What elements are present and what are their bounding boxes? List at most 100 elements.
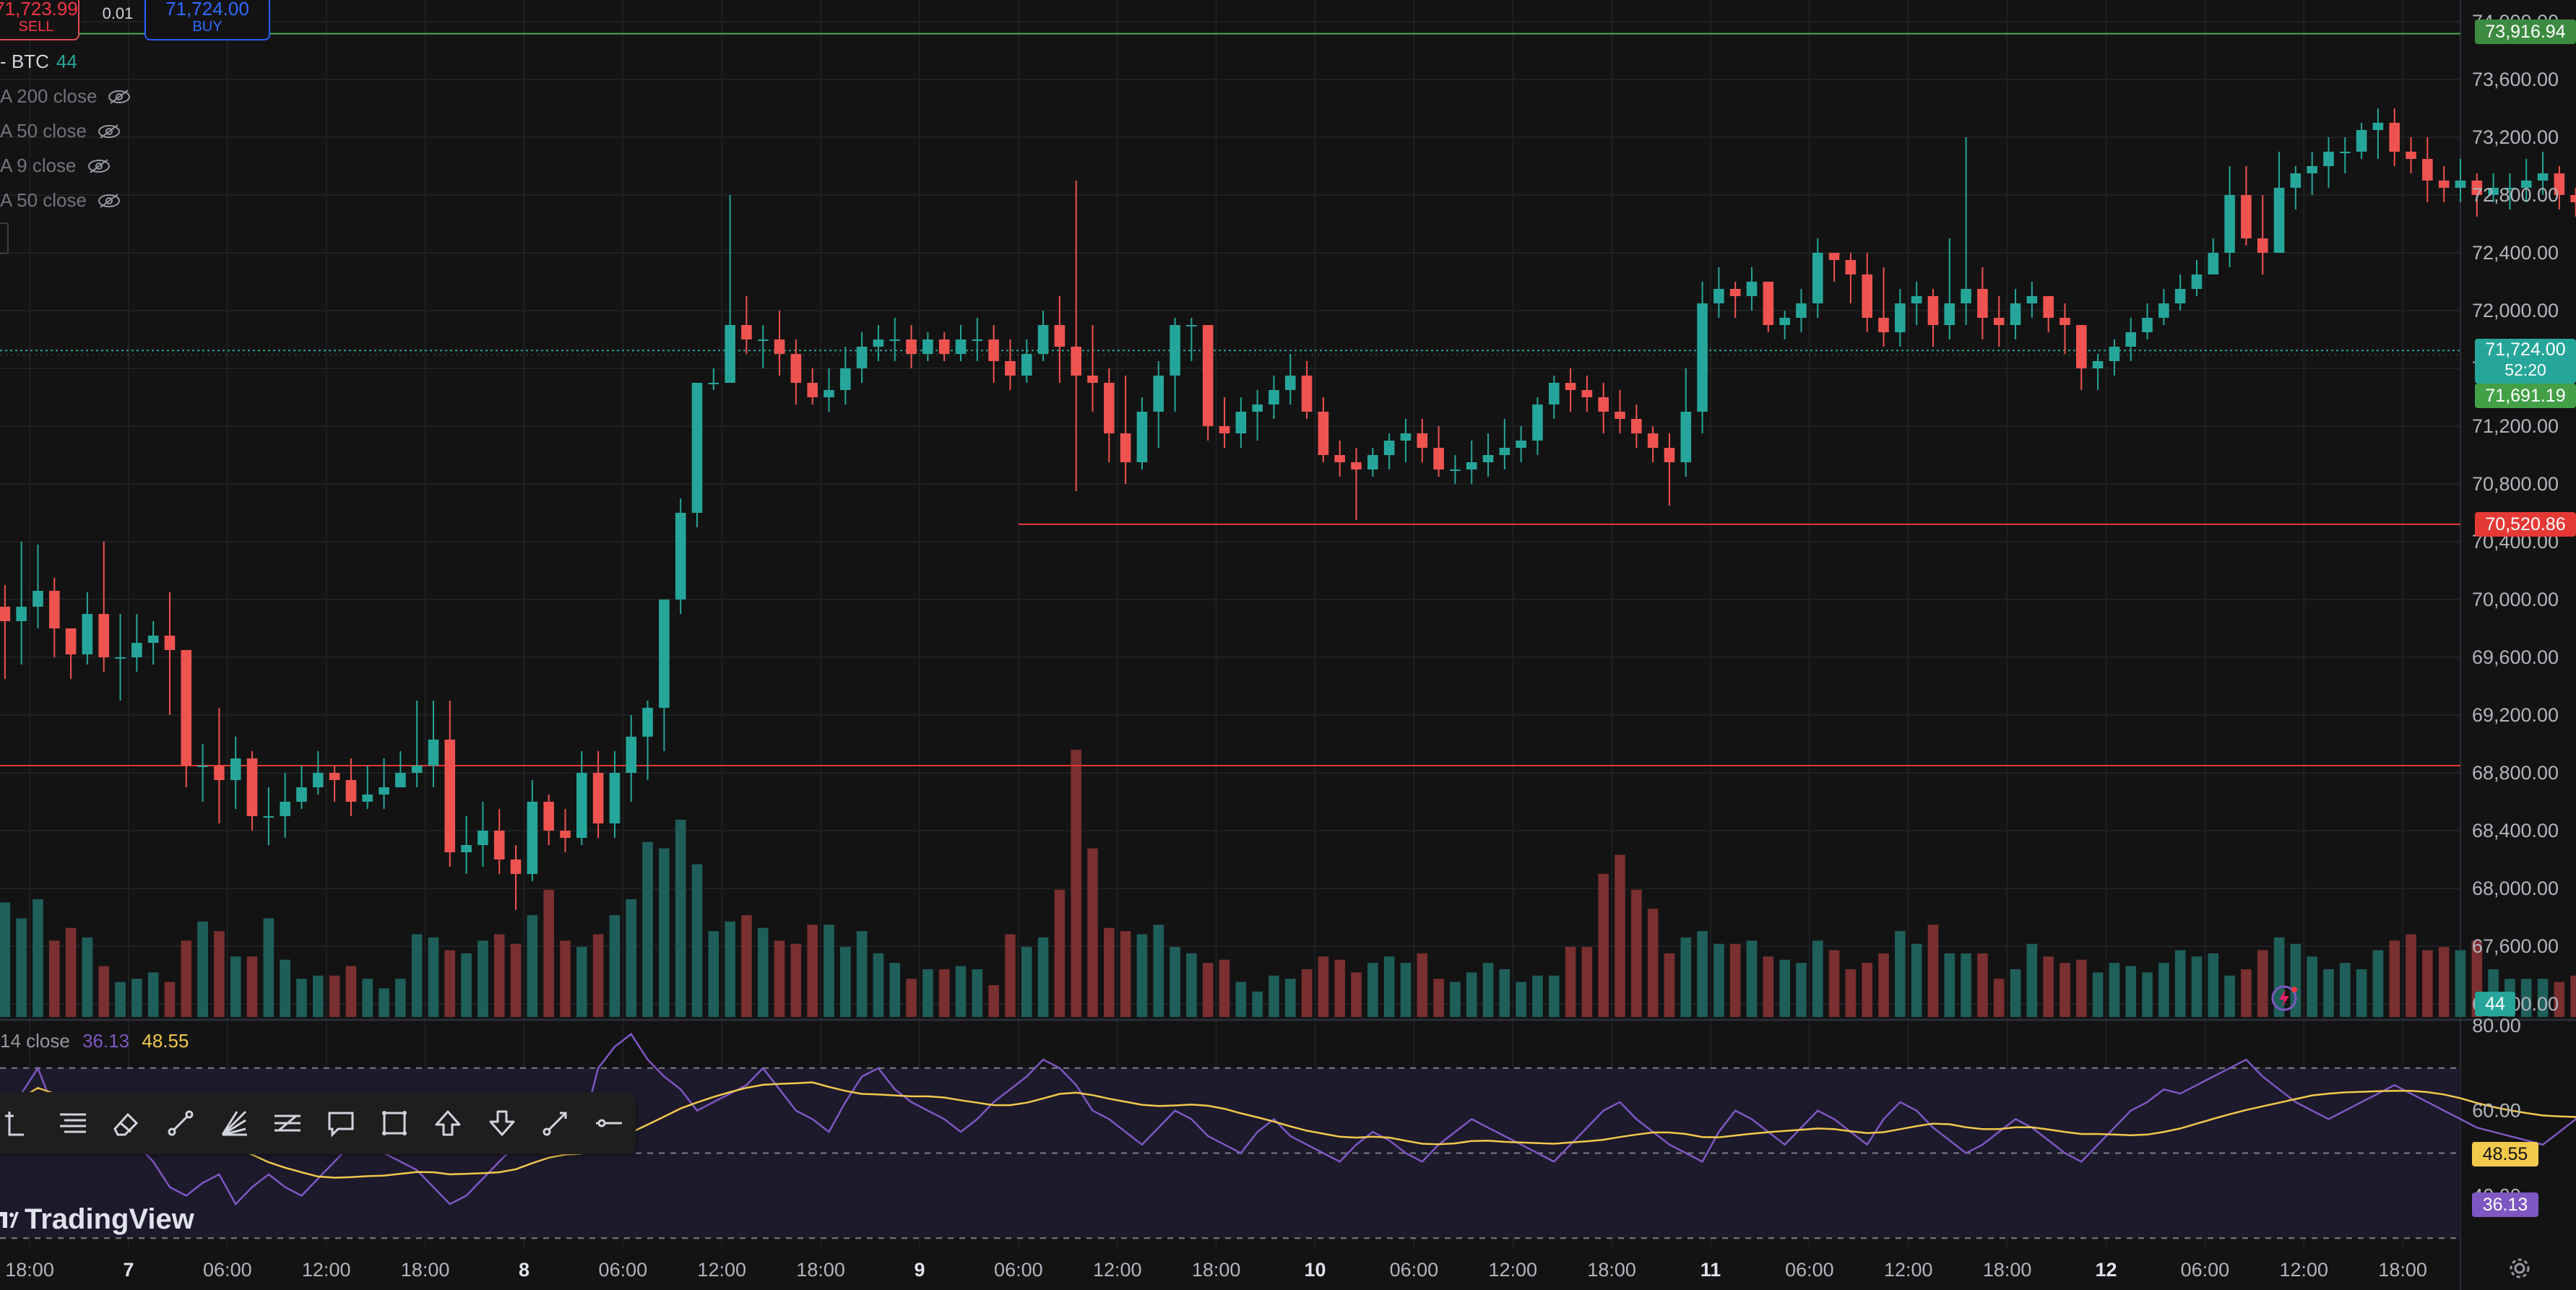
callout-tool[interactable]: [314, 1096, 368, 1151]
candle-body: [263, 816, 275, 818]
time-tick-label: 12:00: [1093, 1259, 1142, 1281]
sell-button[interactable]: 71,723.99 SELL: [0, 0, 79, 40]
candle-body: [82, 614, 93, 654]
trend-angle-tool[interactable]: [0, 1096, 46, 1151]
volume-bar: [1170, 947, 1180, 1017]
volume-bar: [329, 975, 340, 1017]
volume-bar: [576, 947, 587, 1017]
tradingview-logo[interactable]: TradingView: [0, 1203, 194, 1236]
price-levels: [0, 33, 2460, 766]
eye-hidden-icon[interactable]: [97, 124, 121, 139]
low-level-tag[interactable]: 70,520.86: [2475, 512, 2576, 537]
volume-bar: [1318, 956, 1329, 1017]
volume-bar: [16, 918, 27, 1017]
candle-body: [2520, 181, 2532, 188]
volume-bar: [1235, 982, 1247, 1017]
current-green-tag[interactable]: 71,691.19: [2475, 384, 2576, 408]
horizontal-ray-tool[interactable]: [582, 1096, 636, 1151]
eye-hidden-icon[interactable]: [107, 89, 131, 105]
trend-line-tool[interactable]: [154, 1096, 207, 1151]
gear-icon[interactable]: [2507, 1255, 2533, 1281]
volume-bar: [1136, 934, 1148, 1017]
eye-hidden-icon[interactable]: [87, 158, 111, 174]
volume-bar: [1779, 959, 1790, 1017]
time-tick-label: 12:00: [697, 1259, 746, 1281]
rectangle-tool[interactable]: [368, 1096, 421, 1151]
logo-text: TradingView: [25, 1203, 194, 1235]
candle-body: [1301, 376, 1313, 412]
volume-bar: [2307, 956, 2317, 1017]
gann-fan-tool[interactable]: [207, 1096, 261, 1151]
volume-bar: [1615, 854, 1625, 1017]
candle-body: [1581, 390, 1593, 397]
legend-count: 44: [56, 51, 77, 72]
volume-bar: [1516, 982, 1526, 1017]
fib-retracement-tool[interactable]: [261, 1096, 314, 1151]
eraser-tool[interactable]: [100, 1096, 153, 1151]
volume-bar: [1087, 848, 1098, 1017]
legend-collapse-button[interactable]: [0, 222, 9, 254]
rsi-legend[interactable]: 14 close 36.13 48.55: [0, 1030, 189, 1052]
candle-body: [659, 599, 670, 708]
buy-button[interactable]: 71,724.00 BUY: [144, 0, 270, 40]
candle-body: [1202, 325, 1214, 426]
candle-body: [312, 773, 324, 787]
candle-body: [197, 766, 208, 767]
volume-bar: [0, 902, 11, 1017]
arrow-up-icon: [435, 1110, 461, 1136]
legend-indicator-1[interactable]: A 200 close: [0, 85, 131, 108]
candle-body: [1153, 376, 1164, 412]
candle-body: [280, 802, 290, 816]
candle-body: [873, 339, 884, 347]
legend-indicator-2[interactable]: A 50 close: [0, 120, 121, 142]
volume-bar: [98, 966, 110, 1017]
quantity-field[interactable]: 0.01: [102, 4, 134, 22]
time-tick-label: 9: [914, 1259, 925, 1281]
time-tick-label: 8: [519, 1259, 530, 1281]
volume-bar: [214, 931, 225, 1017]
candle-body: [2191, 274, 2203, 289]
candle-body: [889, 339, 901, 341]
volume-bar: [708, 931, 719, 1017]
time-tick-label: 18:00: [2378, 1259, 2427, 1281]
rsi-ma-value: 48.55: [142, 1030, 189, 1052]
candle-body: [2438, 181, 2450, 188]
volume-bar: [1400, 963, 1412, 1017]
arrow-down-tool[interactable]: [475, 1096, 529, 1151]
candle-body: [98, 614, 110, 657]
legend-indicator-4[interactable]: A 50 close: [0, 189, 121, 212]
last-price-tag[interactable]: 71,724.00 52:20: [2475, 339, 2576, 384]
candle-body: [1516, 441, 1526, 448]
legend-indicator-3[interactable]: A 9 close: [0, 155, 111, 177]
candle-body: [2455, 181, 2466, 188]
lightning-icon[interactable]: [2270, 984, 2299, 1013]
volume-bar: [1268, 975, 1279, 1017]
arrow-up-tool[interactable]: [421, 1096, 475, 1151]
candle-body: [48, 591, 60, 628]
parallel-channel-tool[interactable]: [46, 1096, 100, 1151]
volume-bar: [1927, 925, 1939, 1017]
eye-hidden-icon[interactable]: [97, 193, 121, 209]
price-tick-label: 69,600.00: [2472, 646, 2559, 668]
price-tick-label: 69,200.00: [2472, 704, 2559, 726]
volume-bar: [1417, 953, 1428, 1017]
volume-bar: [988, 984, 999, 1017]
candle-body: [1120, 433, 1131, 462]
time-tick-label: 06:00: [203, 1259, 252, 1281]
candle-body: [2554, 173, 2565, 195]
candle-body: [725, 325, 735, 383]
ray-tool[interactable]: [529, 1096, 582, 1151]
candle-body: [147, 636, 159, 643]
volume-bar: [1351, 972, 1362, 1017]
volume-bar: [2224, 975, 2235, 1017]
price-tick-label: 67,600.00: [2472, 935, 2559, 957]
volume-bar: [1450, 982, 1461, 1017]
fan-icon: [221, 1110, 247, 1136]
volume-bar: [1284, 979, 1296, 1017]
time-tick-label: 06:00: [2181, 1259, 2230, 1281]
horizontal-lines-icon: [60, 1113, 87, 1133]
volume-bar: [527, 915, 538, 1017]
volume-bar: [2142, 972, 2153, 1017]
top-level-tag[interactable]: 73,916.94: [2475, 20, 2576, 44]
legend-symbol[interactable]: - BTC 44: [0, 51, 77, 73]
